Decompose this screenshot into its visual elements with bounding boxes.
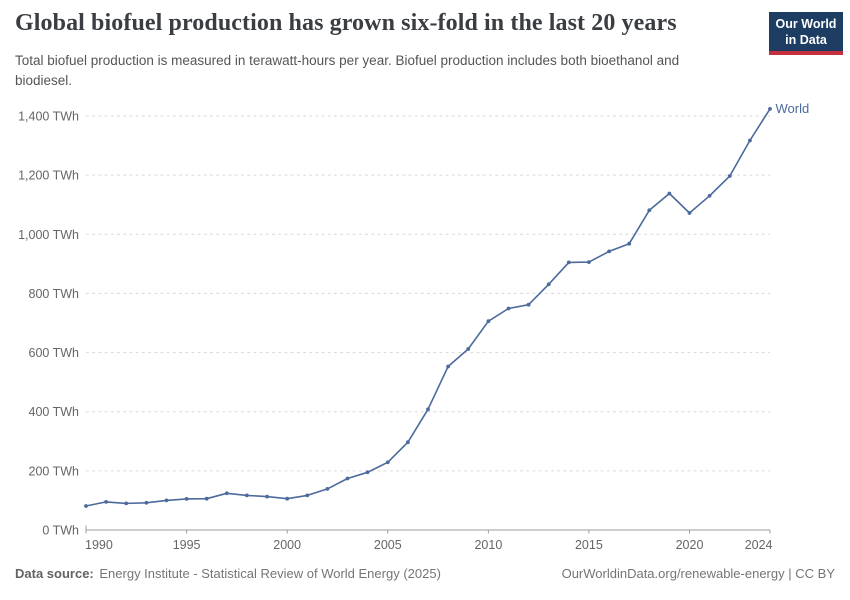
data-point[interactable] xyxy=(607,249,611,254)
owid-logo-line1: Our World xyxy=(775,17,837,31)
x-axis-tick-label: 1995 xyxy=(173,538,201,552)
data-point[interactable] xyxy=(385,460,390,465)
data-point[interactable] xyxy=(546,282,551,287)
data-point[interactable] xyxy=(305,493,310,498)
data-point[interactable] xyxy=(687,211,692,215)
data-point[interactable] xyxy=(526,302,531,307)
data-point[interactable] xyxy=(647,208,652,213)
page-title: Global biofuel production has grown six-… xyxy=(15,10,677,36)
data-point[interactable] xyxy=(748,138,752,143)
world-line-series[interactable] xyxy=(85,108,771,507)
data-point[interactable] xyxy=(727,174,732,178)
data-point[interactable] xyxy=(365,470,370,475)
data-point[interactable] xyxy=(124,501,129,506)
x-axis-tick-label: 2010 xyxy=(474,538,502,552)
y-axis-tick-label: 1,000 TWh xyxy=(18,228,79,242)
y-axis-tick-label: 400 TWh xyxy=(29,405,80,419)
footer-links: OurWorldinData.org/renewable-energy | CC… xyxy=(562,566,835,581)
data-point[interactable] xyxy=(104,500,108,504)
data-point[interactable] xyxy=(345,476,350,481)
data-point[interactable] xyxy=(707,193,712,198)
data-point[interactable] xyxy=(84,504,88,508)
data-point[interactable] xyxy=(184,497,189,501)
x-axis-tick-label: 2005 xyxy=(374,538,402,552)
x-axis-tick-label: 2000 xyxy=(273,538,301,552)
data-point[interactable] xyxy=(446,364,450,369)
data-point[interactable] xyxy=(627,241,632,246)
data-point[interactable] xyxy=(406,440,410,445)
data-point[interactable] xyxy=(224,491,229,496)
data-point[interactable] xyxy=(768,107,772,111)
data-point[interactable] xyxy=(144,500,149,505)
owid-logo-line2: in Data xyxy=(785,33,827,47)
y-axis-tick-label: 1,200 TWh xyxy=(18,169,79,183)
chart-subtitle: Total biofuel production is measured in … xyxy=(15,53,680,89)
chart-footer: Data source: Energy Institute - Statisti… xyxy=(15,566,835,581)
y-axis-tick-label: 800 TWh xyxy=(29,287,80,301)
data-point[interactable] xyxy=(245,493,249,498)
data-point[interactable] xyxy=(325,487,330,491)
y-axis-tick-label: 600 TWh xyxy=(29,346,80,360)
data-point[interactable] xyxy=(466,347,471,351)
footer-separator: | xyxy=(788,566,792,581)
license-label[interactable]: CC BY xyxy=(795,566,835,581)
y-axis-tick-label: 0 TWh xyxy=(42,524,79,538)
data-point[interactable] xyxy=(667,191,672,196)
x-axis-tick-label: 2015 xyxy=(575,538,603,552)
data-point[interactable] xyxy=(426,407,430,412)
data-point[interactable] xyxy=(265,494,269,499)
data-point[interactable] xyxy=(566,260,571,265)
x-axis-tick-label: 2024 xyxy=(745,538,773,552)
series-label-world[interactable]: World xyxy=(776,101,810,116)
y-axis-tick-label: 1,400 TWh xyxy=(18,110,79,124)
owid-logo: Our World in Data xyxy=(769,12,843,55)
data-point[interactable] xyxy=(204,496,209,501)
x-axis-tick-label: 1990 xyxy=(85,538,113,552)
data-point[interactable] xyxy=(164,498,169,503)
data-point[interactable] xyxy=(285,496,290,501)
y-axis-tick-label: 200 TWh xyxy=(29,464,80,478)
data-point[interactable] xyxy=(486,319,491,324)
data-point[interactable] xyxy=(506,306,511,311)
data-point[interactable] xyxy=(587,260,591,264)
data-source-value: Energy Institute - Statistical Review of… xyxy=(99,566,441,581)
data-source-label: Data source: xyxy=(15,566,94,581)
data-source: Data source: Energy Institute - Statisti… xyxy=(15,566,441,581)
x-axis-tick-label: 2020 xyxy=(676,538,704,552)
owid-link[interactable]: OurWorldinData.org/renewable-energy xyxy=(561,566,785,581)
